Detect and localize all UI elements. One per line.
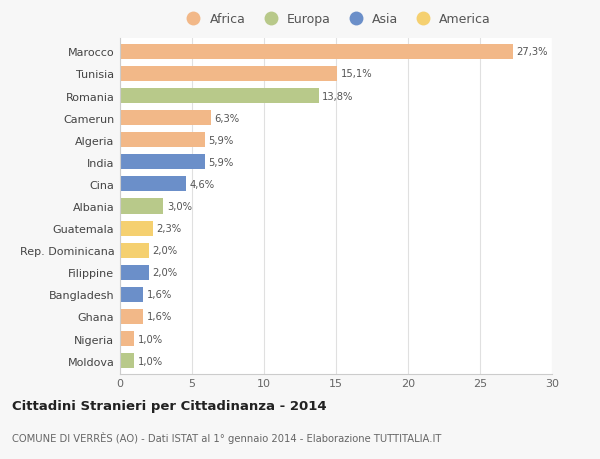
Bar: [120, 331, 134, 346]
Text: Cittadini Stranieri per Cittadinanza - 2014: Cittadini Stranieri per Cittadinanza - 2…: [12, 399, 326, 412]
Text: COMUNE DI VERRÈS (AO) - Dati ISTAT al 1° gennaio 2014 - Elaborazione TUTTITALIA.: COMUNE DI VERRÈS (AO) - Dati ISTAT al 1°…: [12, 431, 442, 443]
Bar: [120, 177, 186, 192]
Bar: [120, 155, 205, 170]
Text: 1,0%: 1,0%: [138, 334, 163, 344]
Text: 2,0%: 2,0%: [152, 246, 178, 256]
Text: 2,0%: 2,0%: [152, 268, 178, 278]
Bar: [120, 199, 163, 214]
Text: 13,8%: 13,8%: [322, 91, 353, 101]
Text: 5,9%: 5,9%: [209, 135, 234, 146]
Bar: [120, 133, 205, 148]
Text: 15,1%: 15,1%: [341, 69, 373, 79]
Text: 5,9%: 5,9%: [209, 157, 234, 168]
Text: 4,6%: 4,6%: [190, 179, 215, 190]
Bar: [120, 309, 143, 324]
Text: 1,6%: 1,6%: [146, 290, 172, 300]
Text: 27,3%: 27,3%: [517, 47, 548, 57]
Bar: [120, 111, 211, 126]
Bar: [120, 353, 134, 369]
Bar: [120, 287, 143, 302]
Bar: [120, 67, 337, 82]
Text: 6,3%: 6,3%: [214, 113, 239, 123]
Bar: [120, 89, 319, 104]
Bar: [120, 45, 513, 60]
Text: 1,0%: 1,0%: [138, 356, 163, 366]
Text: 2,3%: 2,3%: [157, 224, 182, 234]
Text: 3,0%: 3,0%: [167, 202, 192, 212]
Bar: [120, 243, 149, 258]
Bar: [120, 221, 153, 236]
Bar: [120, 265, 149, 280]
Legend: Africa, Europa, Asia, America: Africa, Europa, Asia, America: [181, 13, 491, 26]
Text: 1,6%: 1,6%: [146, 312, 172, 322]
